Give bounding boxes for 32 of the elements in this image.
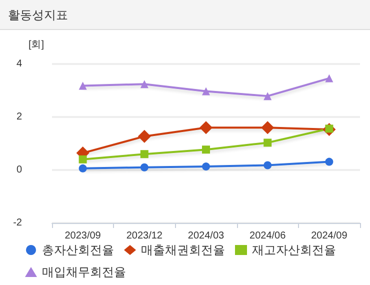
legend-label: 총자산회전율 xyxy=(42,243,114,257)
x-tick-label: 2024/09 xyxy=(311,230,348,242)
x-tick-label: 2023/09 xyxy=(64,230,102,242)
point xyxy=(202,87,210,96)
point xyxy=(138,130,151,143)
point xyxy=(78,164,87,172)
point xyxy=(78,155,87,164)
point xyxy=(140,150,148,158)
y-tick-label: 0 xyxy=(16,164,22,176)
legend-label: 매입채무회전율 xyxy=(42,265,126,279)
point xyxy=(325,158,334,166)
point xyxy=(325,74,334,82)
x-tick-label: 2024/06 xyxy=(250,230,286,242)
point xyxy=(202,162,210,171)
chart-title: 활동성지표 xyxy=(0,0,370,30)
point xyxy=(78,82,87,90)
legend-label: 재고자산회전율 xyxy=(252,243,336,257)
point xyxy=(140,80,148,88)
point xyxy=(264,161,272,170)
point xyxy=(261,121,274,134)
y-tick-label: -2 xyxy=(13,218,22,228)
y-tick-label: 2 xyxy=(16,112,22,122)
point xyxy=(202,146,210,154)
point xyxy=(264,92,272,100)
legend-label: 매출채권회전율 xyxy=(141,243,225,257)
y-axis-title: [회] xyxy=(28,40,44,50)
point xyxy=(200,121,212,134)
point xyxy=(264,138,272,147)
x-tick-label: 2023/12 xyxy=(126,230,163,242)
point xyxy=(140,163,148,172)
y-tick-label: 4 xyxy=(16,58,22,70)
x-tick-label: 2024/03 xyxy=(188,230,225,242)
